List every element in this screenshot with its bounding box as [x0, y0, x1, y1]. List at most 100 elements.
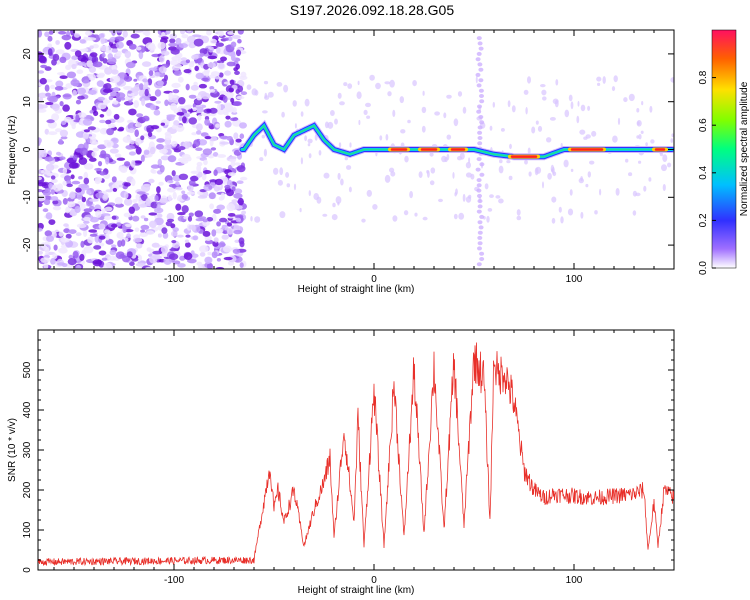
noise-speckle [38, 182, 48, 187]
noise-speckle [506, 160, 511, 164]
noise-speckle [192, 235, 199, 241]
noise-speckle [140, 224, 150, 230]
noise-speckle [208, 74, 217, 79]
noise-speckle [237, 30, 244, 35]
noise-speckle [71, 55, 78, 61]
noise-speckle [264, 95, 270, 100]
noise-speckle [75, 232, 82, 237]
noise-speckle [38, 227, 43, 232]
noise-speckle [127, 122, 137, 131]
noise-speckle [111, 69, 119, 75]
noise-speckle [199, 52, 205, 57]
noise-speckle [46, 119, 55, 124]
noise-speckle [233, 132, 239, 140]
noise-speckle [344, 156, 348, 161]
noise-speckle [209, 203, 215, 210]
noise-speckle [363, 109, 368, 115]
streak-speckle [477, 141, 483, 146]
noise-speckle [59, 101, 64, 107]
noise-speckle [145, 198, 151, 205]
noise-speckle [181, 190, 186, 195]
snr-ylabel: SNR (10 * v/v) [7, 418, 18, 482]
noise-speckle [235, 89, 240, 94]
noise-speckle [165, 30, 171, 35]
noise-speckle [241, 210, 247, 215]
noise-speckle [55, 128, 63, 133]
noise-speckle [183, 69, 192, 74]
noise-speckle [188, 61, 195, 68]
noise-speckle [534, 167, 539, 176]
noise-speckle [142, 78, 148, 83]
noise-speckle [372, 204, 378, 210]
noise-speckle [66, 183, 73, 188]
noise-speckle [185, 234, 191, 238]
noise-speckle [149, 220, 157, 228]
noise-speckle [140, 154, 145, 162]
noise-speckle [583, 136, 588, 140]
streak-speckle [476, 262, 482, 267]
noise-speckle [508, 175, 513, 181]
noise-speckle [83, 177, 90, 185]
noise-speckle [206, 262, 214, 269]
noise-speckle [164, 133, 172, 141]
noise-speckle [66, 71, 77, 79]
noise-speckle [100, 150, 107, 158]
noise-speckle [233, 229, 242, 235]
noise-speckle [492, 101, 495, 108]
noise-speckle [83, 171, 89, 180]
noise-speckle [126, 233, 131, 239]
snr-frame [37, 329, 675, 571]
noise-speckle [226, 189, 234, 197]
streak-speckle [476, 209, 482, 214]
noise-speckle [46, 235, 54, 242]
noise-speckle [74, 206, 81, 213]
noise-speckle [86, 37, 97, 41]
noise-speckle [523, 89, 529, 95]
noise-speckle [495, 195, 501, 199]
noise-speckle [216, 204, 225, 211]
noise-speckle [318, 150, 322, 156]
noise-speckle [662, 184, 666, 191]
noise-speckle [615, 188, 620, 196]
noise-speckle [109, 148, 119, 154]
noise-speckle [98, 250, 107, 256]
noise-speckle [92, 61, 103, 68]
noise-speckle [143, 183, 151, 187]
noise-speckle [438, 198, 443, 203]
noise-speckle [160, 30, 166, 33]
streak-speckle [476, 178, 482, 183]
noise-speckle [111, 223, 118, 228]
noise-speckle [44, 31, 50, 38]
noise-speckle [197, 171, 203, 178]
noise-speckle [219, 135, 229, 139]
noise-speckle [129, 261, 135, 267]
noise-speckle [366, 189, 372, 197]
noise-speckle [148, 212, 158, 216]
noise-speckle [198, 264, 203, 269]
noise-speckle [94, 167, 103, 171]
noise-speckle [307, 143, 311, 147]
noise-speckle [239, 133, 245, 139]
noise-speckle [196, 130, 202, 135]
noise-speckle [234, 188, 243, 194]
noise-speckle [580, 211, 584, 219]
noise-speckle [206, 108, 212, 113]
noise-speckle [79, 147, 88, 156]
noise-speckle [516, 215, 522, 221]
noise-speckle [94, 234, 100, 243]
noise-speckle [38, 108, 47, 113]
noise-speckle [227, 36, 233, 42]
noise-speckle [148, 70, 154, 76]
noise-speckle [645, 142, 648, 147]
noise-speckle [210, 147, 217, 151]
noise-speckle [222, 95, 228, 103]
noise-speckle [337, 172, 341, 180]
noise-speckle [204, 136, 212, 140]
noise-speckle [128, 206, 135, 214]
noise-speckle [304, 98, 310, 107]
snr-xlabel: Height of straight line (km) [298, 585, 415, 596]
noise-speckle [218, 241, 226, 248]
colorbar-label: Normalized spectral amplitude [739, 81, 750, 216]
noise-speckle [421, 106, 427, 114]
